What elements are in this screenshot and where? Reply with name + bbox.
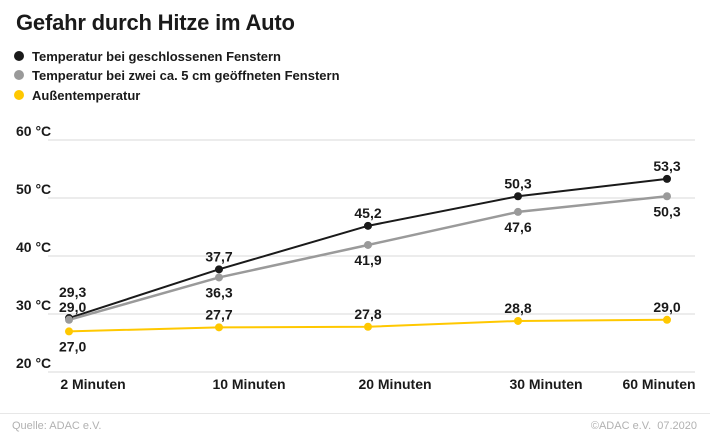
source-note: Quelle: ADAC e.V. xyxy=(12,420,102,432)
data-point xyxy=(364,322,372,331)
legend-item-label: Temperatur bei zwei ca. 5 cm geöffneten … xyxy=(32,68,340,84)
data-value-label: 37,7 xyxy=(205,248,232,264)
data-point xyxy=(663,315,671,324)
x-axis-tick-label: 60 Minuten xyxy=(622,376,695,392)
data-point xyxy=(215,265,223,274)
legend-item-label: Außentemperatur xyxy=(32,87,141,103)
data-value-label: 47,6 xyxy=(504,219,531,235)
data-value-label: 41,9 xyxy=(354,252,381,268)
data-value-label: 27,0 xyxy=(59,338,86,354)
y-axis-tick-label: 20 °C xyxy=(16,355,51,371)
data-value-label: 45,2 xyxy=(354,205,381,221)
data-value-label: 27,7 xyxy=(205,306,232,322)
y-axis-tick-label: 60 °C xyxy=(16,123,51,139)
legend-dot-icon xyxy=(14,70,24,81)
copyright-note: ©ADAC e.V. 07.2020 xyxy=(590,420,697,432)
data-point xyxy=(663,192,671,201)
y-axis-tick-label: 40 °C xyxy=(16,239,51,255)
data-point xyxy=(663,174,671,183)
data-value-label: 36,3 xyxy=(205,284,232,300)
chart-title: Gefahr durch Hitze im Auto xyxy=(16,10,295,35)
x-axis-tick-label: 30 Minuten xyxy=(509,376,582,392)
data-value-label: 29,0 xyxy=(59,299,86,315)
data-value-label: 53,3 xyxy=(653,158,680,174)
data-point xyxy=(364,221,372,230)
legend-item: Außentemperatur xyxy=(14,85,340,105)
data-point xyxy=(514,207,522,216)
data-point xyxy=(65,327,73,336)
data-value-label: 50,3 xyxy=(504,175,531,191)
data-point xyxy=(514,316,522,325)
legend-item-label: Temperatur bei geschlossenen Fenstern xyxy=(32,48,281,64)
data-value-label: 29,0 xyxy=(653,299,680,315)
data-value-label: 28,8 xyxy=(504,300,531,316)
legend-dot-icon xyxy=(14,89,24,100)
data-point xyxy=(65,315,73,324)
y-axis-tick-label: 30 °C xyxy=(16,297,51,313)
chart-legend: Temperatur bei geschlossenen Fenstern Tem… xyxy=(14,46,340,105)
x-axis-tick-label: 2 Minuten xyxy=(60,376,125,392)
y-axis-tick-label: 50 °C xyxy=(16,181,51,197)
data-point xyxy=(514,192,522,201)
legend-dot-icon xyxy=(14,50,24,61)
data-point xyxy=(215,273,223,282)
data-value-label: 50,3 xyxy=(653,203,680,219)
legend-item: Temperatur bei zwei ca. 5 cm geöffneten … xyxy=(14,66,340,86)
data-point xyxy=(215,323,223,332)
x-axis-tick-label: 10 Minuten xyxy=(212,376,285,392)
data-point xyxy=(364,240,372,249)
data-value-label: 27,8 xyxy=(354,306,381,322)
footer-divider xyxy=(0,413,710,414)
legend-item: Temperatur bei geschlossenen Fenstern xyxy=(14,46,340,66)
x-axis-tick-label: 20 Minuten xyxy=(358,376,431,392)
data-value-label: 29,3 xyxy=(59,284,86,300)
